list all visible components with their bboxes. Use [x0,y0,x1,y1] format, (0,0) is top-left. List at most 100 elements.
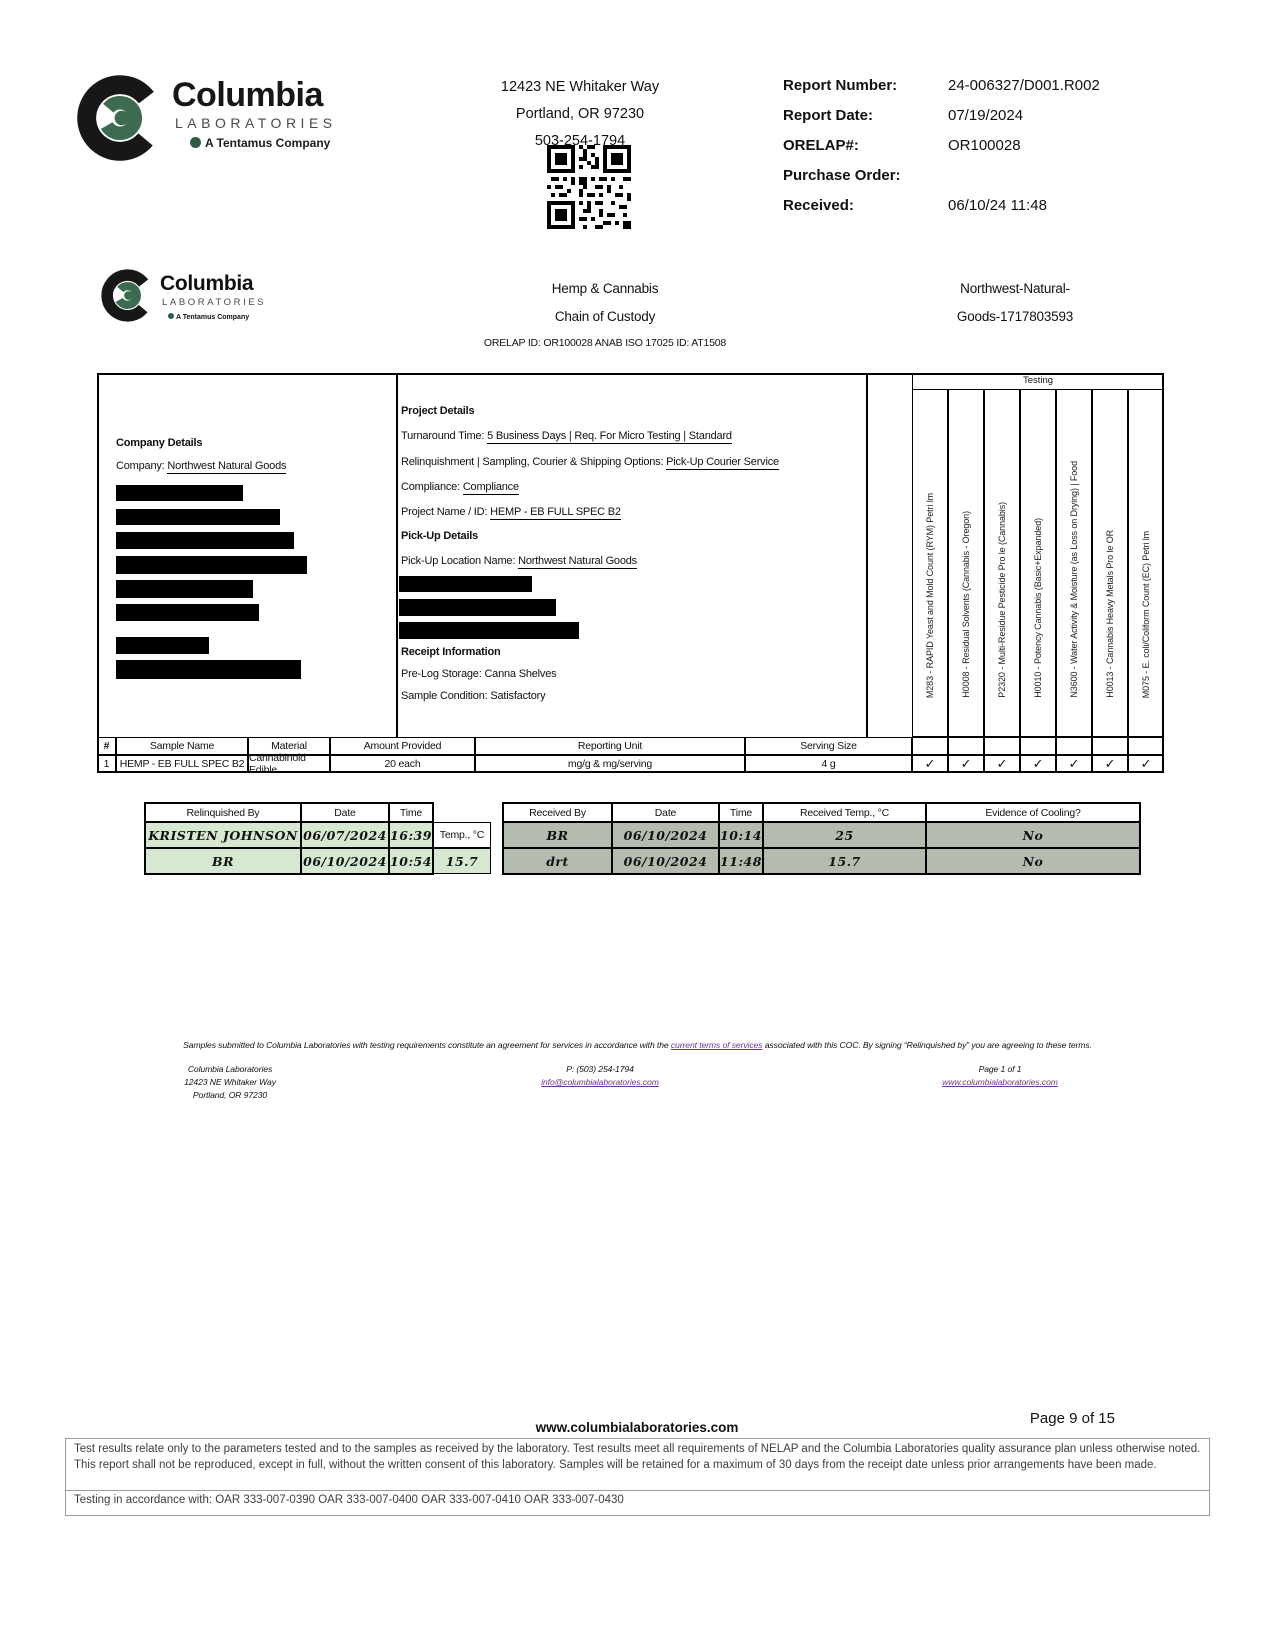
footer-disclaimer: Test results relate only to the paramete… [65,1438,1210,1491]
qr-code [547,145,631,229]
checkmark-h0010: ✓ [1020,755,1056,773]
project-field: Relinquishment | Sampling, Courier & Shi… [401,456,779,470]
terms-of-services-link[interactable]: current terms of services [670,1040,763,1050]
rec-temp-value: 25 [763,822,926,848]
received-by-signature: drt [503,848,612,874]
testing-column-h0008: H0008 - Residual Solvents (Cannabis - Or… [948,389,984,737]
footer-phone: P: (503) 254-1794 [566,1064,634,1074]
rec-date-value: 06/10/2024 [612,848,719,874]
testing-column-m283: M283 - RAPID Yeast and Mold Count (RYM) … [912,389,948,737]
sample-row-num: 1 [97,755,116,773]
brand-subtitle: LABORATORIES [175,115,337,131]
company-field: Company: Northwest Natural Goods [116,460,287,474]
bottom-site-link[interactable]: www.columbialaboratories.com [535,1420,739,1435]
testing-column-h0010: H0010 - Potency Cannabis (Basic+Expanded… [1020,389,1056,737]
temp-label-cell: Temp., °C [433,822,491,848]
sample-row-amount: 20 each [330,755,475,773]
address-line: 12423 NE Whitaker Way [500,79,660,95]
project-field: Compliance: Compliance [401,481,519,495]
rec-time-value: 11:48 [719,848,763,874]
coc-logo-icon [100,268,155,323]
tentamus-leaf-icon [190,137,201,148]
receipt-info-heading: Receipt Information [401,646,501,658]
sample-row-unit: mg/g & mg/serving [475,755,745,773]
project-details-heading: Project Details [401,405,475,417]
orelap-label: ORELAP#: [783,137,859,154]
testing-column-h0013: H0013 - Cannabis Heavy Metals Pro le OR [1092,389,1128,737]
relinquished-by-header: Relinquished By [145,803,301,822]
testing-header-spacer [948,737,984,755]
sample-col-num-header: # [97,737,116,755]
footer-site-link[interactable]: www.columbialaboratories.com [942,1077,1058,1087]
columbia-logo-icon [75,73,165,163]
coc-orelap-line: ORELAP ID: OR100028 ANAB ISO 17025 ID: A… [483,337,727,349]
relinquished-by-signature: KRISTEN JOHNSON [145,822,301,848]
sample-col-amount-header: Amount Provided [330,737,475,755]
rel-time-header: Time [389,803,433,822]
coc-account-line1: Northwest-Natural- [960,281,1070,296]
report-date-value: 07/19/2024 [948,107,1024,124]
footer-lab-address: 12423 NE Whitaker Way [184,1077,276,1087]
coc-brand-name: Columbia [160,272,254,295]
footer-accordance: Testing in accordance with: OAR 333-007-… [65,1490,1210,1516]
redacted-field [116,660,301,679]
pickup-location-field: Pick-Up Location Name: Northwest Natural… [401,555,637,569]
coc-title-line1: Hemp & Cannabis [551,281,659,296]
prelog-field: Pre-Log Storage: Canna Shelves [401,668,557,680]
received-by-header: Received By [503,803,612,822]
sample-row-material: Cannabinoid Edible [248,752,330,776]
sample-row-name: HEMP - EB FULL SPEC B2 [116,755,248,773]
redacted-field [116,509,280,525]
redacted-field [116,604,259,621]
rec-temp-value: 15.7 [763,848,926,874]
testing-header: Testing [912,373,1164,390]
rel-date-header: Date [301,803,389,822]
redacted-field [116,532,294,549]
checkmark-h0008: ✓ [948,755,984,773]
sample-condition-field: Sample Condition: Satisfactory [401,690,546,702]
pickup-details-heading: Pick-Up Details [401,530,479,542]
page-number: Page 9 of 15 [1029,1410,1115,1427]
rel-time-value: 10:54 [389,848,433,874]
report-date-label: Report Date: [783,107,874,124]
rec-date-value: 06/10/2024 [612,822,719,848]
rec-time-header: Time [719,803,763,822]
testing-column-n3600: N3600 - Water Activity & Moisture (as Lo… [1056,389,1092,737]
sample-col-unit-header: Reporting Unit [475,737,745,755]
sample-col-material-header: Material [248,737,330,755]
footer-email-link[interactable]: info@columbialaboratories.com [541,1077,659,1087]
coc-title-line2: Chain of Custody [554,309,656,324]
received-value: 06/10/24 11:48 [948,197,1047,214]
orelap-value: OR100028 [948,137,1021,154]
company-value: Northwest Natural Goods [167,460,287,474]
sample-row-serving: 4 g [745,755,912,773]
temp-value-cell: 15.7 [433,848,491,874]
footer-page-count: Page 1 of 1 [978,1064,1022,1074]
table-divider [396,373,398,737]
testing-header-spacer [912,737,948,755]
rel-time-value: 16:39 [389,822,433,848]
redacted-field [116,637,209,654]
checkmark-h0013: ✓ [1092,755,1128,773]
testing-header-spacer [1020,737,1056,755]
table-divider [866,373,868,737]
footer-lab-name: Columbia Laboratories [187,1064,273,1074]
redacted-field [399,622,579,639]
rel-date-value: 06/10/2024 [301,848,389,874]
evidence-cooling-header: Evidence of Cooling? [926,803,1140,822]
company-details-heading: Company Details [116,437,203,449]
received-label: Received: [783,197,854,214]
testing-column-m075: M075 - E. coli/Coliform Count (EC) Petri… [1128,389,1164,737]
coc-brand-tagline: A Tentamus Company [168,313,249,321]
evidence-cooling-value: No [926,848,1140,874]
checkmark-n3600: ✓ [1056,755,1092,773]
testing-header-spacer [1092,737,1128,755]
redacted-field [116,556,307,574]
report-number-value: 24-006327/D001.R002 [948,77,1100,94]
rec-time-value: 10:14 [719,822,763,848]
testing-header-spacer [984,737,1020,755]
testing-header-spacer [1056,737,1092,755]
relinquished-by-signature: BR [145,848,301,874]
lab-address: 12423 NE Whitaker Way Portland, OR 97230… [440,74,720,155]
